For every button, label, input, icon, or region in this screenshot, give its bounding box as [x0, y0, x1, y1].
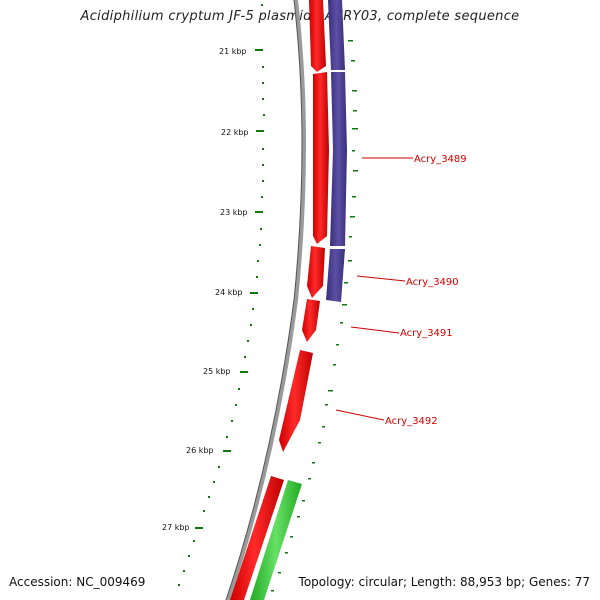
- tick-label: 25 kbp: [203, 367, 231, 376]
- map-title: Acidiphilium cryptum JF-5 plasmid pACRY0…: [80, 9, 520, 24]
- tick-label: 22 kbp: [221, 128, 249, 137]
- gene-label-acry-3491[interactable]: Acry_3491: [400, 328, 453, 339]
- reverse-cds-track: [326, 0, 347, 302]
- tick-label: 27 kbp: [162, 523, 190, 532]
- cds-feature: [313, 72, 329, 244]
- tick-label: 26 kbp: [186, 446, 214, 455]
- cds-feature: [279, 350, 313, 452]
- cds-feature: [302, 299, 320, 342]
- tick-label: 21 kbp: [219, 47, 247, 56]
- forward-cds-track: [230, 0, 329, 600]
- summary-text: Topology: circular; Length: 88,953 bp; G…: [298, 575, 590, 589]
- gene-label-acry-3489[interactable]: Acry_3489: [414, 154, 467, 165]
- cds-feature: [326, 249, 345, 302]
- accession-text: Accession: NC_009469: [9, 575, 146, 589]
- rna-track: [250, 480, 302, 600]
- cds-feature: [309, 0, 326, 72]
- cds-feature: [328, 0, 345, 70]
- gene-leader-lines: [335, 157, 413, 421]
- rna-feature: [250, 480, 302, 600]
- cds-feature: [230, 476, 284, 600]
- cds-feature: [330, 72, 347, 246]
- tick-label: 23 kbp: [220, 208, 248, 217]
- cds-feature: [307, 246, 325, 298]
- gene-label-acry-3490[interactable]: Acry_3490: [406, 277, 459, 288]
- ruler-major-ticks: [195, 49, 264, 529]
- ruler-dots: [178, 4, 265, 586]
- gene-label-acry-3492[interactable]: Acry_3492: [385, 416, 438, 427]
- outer-plot-track: [271, 40, 358, 592]
- tick-label: 24 kbp: [215, 288, 243, 297]
- backbone: [225, 0, 306, 600]
